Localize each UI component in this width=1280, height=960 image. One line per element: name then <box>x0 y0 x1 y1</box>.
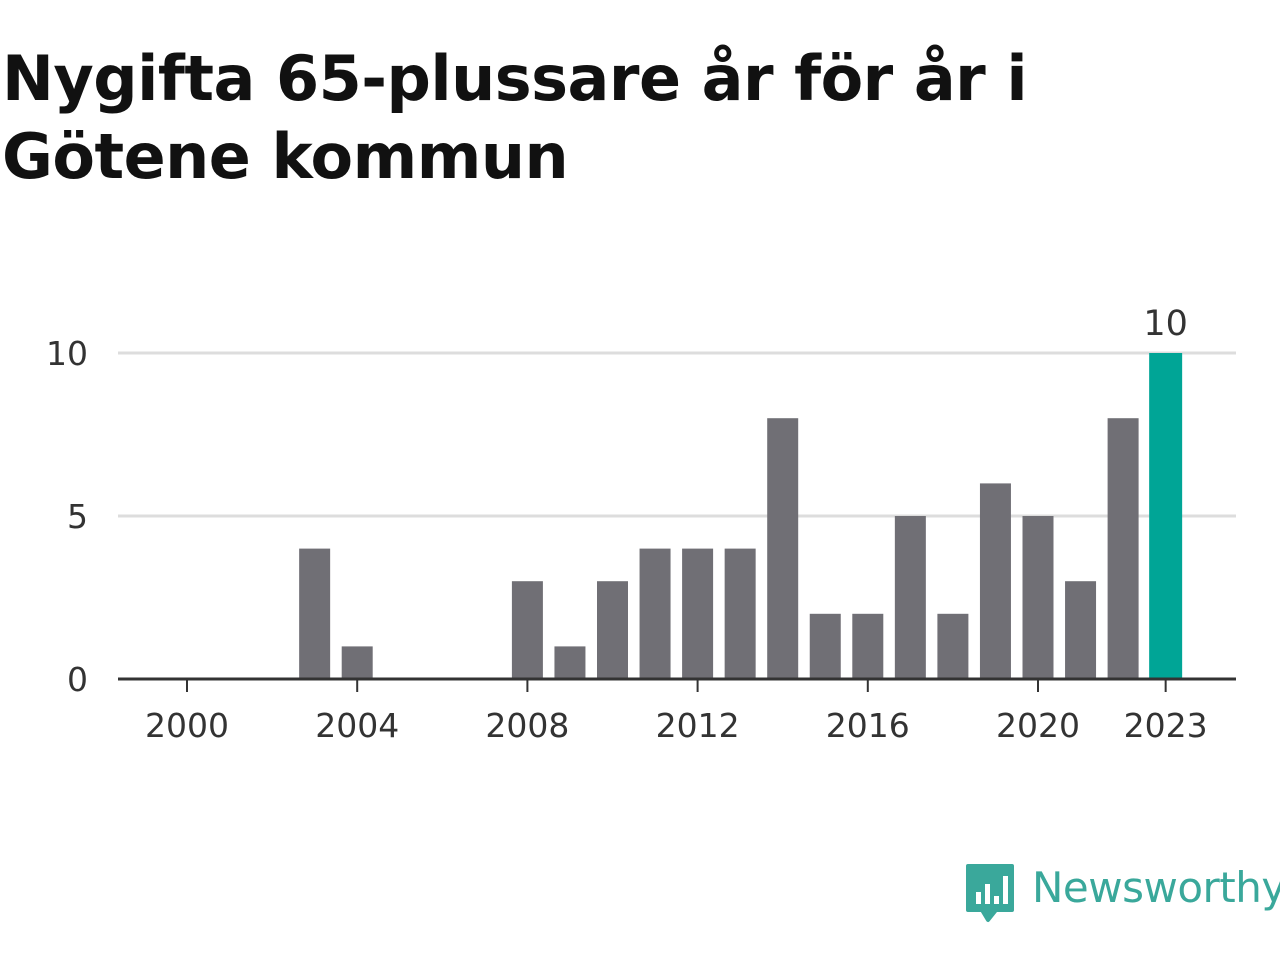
bar-2008 <box>511 581 543 679</box>
bars <box>299 353 1183 679</box>
x-tick-label: 2004 <box>315 706 399 745</box>
x-tick-label: 2012 <box>656 706 740 745</box>
y-tick-label: 0 <box>67 660 88 699</box>
bar-2010 <box>597 581 628 679</box>
bar-2003 <box>299 548 331 679</box>
x-tick-label: 2016 <box>826 706 910 745</box>
bar-2013 <box>724 548 756 679</box>
y-tick-label: 10 <box>46 334 88 373</box>
x-tick-label: 2023 <box>1124 706 1208 745</box>
brand-name: Newsworthy <box>1032 863 1280 912</box>
bar-2014 <box>767 418 799 679</box>
bar-2019 <box>979 483 1011 679</box>
newsworthy-logo: Newsworthy <box>964 862 1280 926</box>
x-tick-label: 2020 <box>996 706 1080 745</box>
bar-2015 <box>809 613 841 679</box>
y-axis: 0 5 10 <box>46 334 88 699</box>
bar-2018 <box>937 613 969 679</box>
bar-2023 <box>1149 353 1183 679</box>
chart-title: Nygifta 65-plussare år för år i Götene k… <box>2 42 1028 193</box>
bar-2004 <box>341 646 373 679</box>
gridlines <box>118 351 1236 518</box>
bar-2020 <box>1022 516 1054 679</box>
bar-2009 <box>554 646 586 679</box>
bar-2017 <box>894 516 926 679</box>
bar-2021 <box>1065 581 1097 679</box>
bar-2012 <box>682 548 714 679</box>
x-tick-label: 2000 <box>145 706 229 745</box>
bar-2016 <box>852 613 884 679</box>
x-axis: 2000 2004 2008 2012 2016 2020 2023 <box>118 677 1236 745</box>
bar-2011 <box>639 548 671 679</box>
data-label: 10 <box>1143 304 1188 344</box>
data-labels: 10 <box>1143 304 1188 344</box>
newsworthy-logo-icon <box>966 864 1014 922</box>
bar-2022 <box>1107 418 1139 679</box>
x-tick-label: 2008 <box>485 706 569 745</box>
bar-chart: 0 5 10 2000 2004 2008 2012 2016 2020 2023 10 <box>46 304 1236 745</box>
y-tick-label: 5 <box>67 497 88 536</box>
